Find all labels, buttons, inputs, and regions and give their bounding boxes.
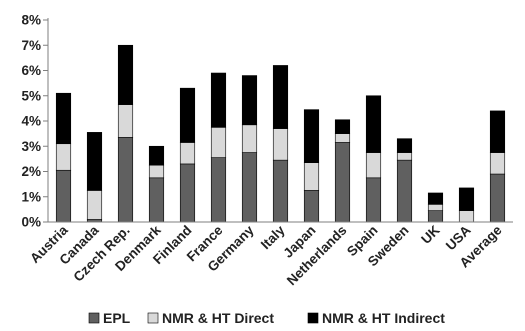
y-tick-label: 1% bbox=[21, 189, 41, 204]
y-tick-label: 7% bbox=[21, 38, 41, 53]
bar-nmr-ht-direct-netherlands bbox=[334, 133, 351, 143]
bar-epl-denmark bbox=[148, 177, 165, 223]
bar-stack-finland bbox=[179, 87, 196, 223]
bar-nmr-ht-indirect-spain bbox=[365, 95, 382, 153]
bar-nmr-ht-direct-austria bbox=[55, 143, 72, 171]
bar-nmr-ht-direct-japan bbox=[303, 162, 320, 191]
bar-stack-denmark bbox=[148, 145, 165, 223]
bar-epl-france bbox=[210, 157, 227, 223]
y-tick-label: 5% bbox=[21, 88, 41, 103]
bar-epl-austria bbox=[55, 169, 72, 223]
y-tick-label: 0% bbox=[21, 215, 41, 230]
legend-item-nmr-ht-indirect: NMR & HT Indirect bbox=[307, 310, 445, 326]
bar-nmr-ht-direct-canada bbox=[86, 190, 103, 220]
bar-nmr-ht-direct-usa bbox=[458, 210, 475, 223]
bars bbox=[55, 44, 506, 223]
bar-nmr-ht-direct-spain bbox=[365, 152, 382, 179]
bar-stack-uk bbox=[427, 192, 444, 223]
bar-nmr-ht-indirect-italy bbox=[272, 65, 289, 129]
bar-nmr-ht-direct-sweden bbox=[396, 152, 413, 161]
bar-stack-czech-rep bbox=[117, 44, 134, 223]
legend-label: NMR & HT Direct bbox=[162, 310, 274, 326]
legend-item-epl: EPL bbox=[88, 310, 131, 326]
bar-nmr-ht-indirect-czech-rep bbox=[117, 44, 134, 105]
bar-nmr-ht-indirect-france bbox=[210, 72, 227, 128]
bar-stack-netherlands bbox=[334, 119, 351, 223]
bar-nmr-ht-direct-uk bbox=[427, 204, 444, 211]
bar-stack-france bbox=[210, 72, 227, 223]
bar-nmr-ht-indirect-japan bbox=[303, 109, 320, 163]
y-tick-label: 4% bbox=[21, 114, 41, 129]
bar-epl-average bbox=[489, 173, 506, 223]
y-tick-label: 8% bbox=[21, 13, 41, 28]
bar-nmr-ht-indirect-finland bbox=[179, 87, 196, 143]
bar-nmr-ht-indirect-germany bbox=[241, 75, 258, 126]
legend-swatch bbox=[147, 312, 159, 324]
legend-label: NMR & HT Indirect bbox=[322, 310, 445, 326]
y-tick-label: 2% bbox=[21, 164, 41, 179]
bar-stack-germany bbox=[241, 75, 258, 223]
bar-stack-spain bbox=[365, 95, 382, 223]
bar-stack-usa bbox=[458, 187, 475, 223]
bar-epl-italy bbox=[272, 159, 289, 223]
bar-nmr-ht-direct-germany bbox=[241, 124, 258, 153]
legend-swatch bbox=[307, 312, 319, 324]
bar-nmr-ht-direct-finland bbox=[179, 142, 196, 165]
bar-epl-finland bbox=[179, 163, 196, 223]
bar-stack-italy bbox=[272, 65, 289, 223]
bar-nmr-ht-direct-average bbox=[489, 152, 506, 175]
bar-nmr-ht-indirect-denmark bbox=[148, 145, 165, 166]
bar-nmr-ht-indirect-sweden bbox=[396, 138, 413, 153]
bar-epl-germany bbox=[241, 152, 258, 223]
bar-nmr-ht-direct-france bbox=[210, 127, 227, 158]
bar-epl-sweden bbox=[396, 159, 413, 223]
y-tick-label: 6% bbox=[21, 63, 41, 78]
bar-stack-canada bbox=[86, 132, 103, 223]
bar-epl-czech-rep bbox=[117, 137, 134, 223]
bar-epl-netherlands bbox=[334, 142, 351, 223]
bar-stack-average bbox=[489, 110, 506, 223]
bar-stack-japan bbox=[303, 109, 320, 223]
bar-nmr-ht-indirect-average bbox=[489, 110, 506, 153]
bar-epl-japan bbox=[303, 190, 320, 223]
bar-nmr-ht-direct-czech-rep bbox=[117, 104, 134, 138]
bar-epl-spain bbox=[365, 177, 382, 223]
legend: EPL NMR & HT Direct NMR & HT Indirect bbox=[88, 310, 445, 326]
legend-swatch bbox=[88, 312, 100, 324]
legend-label: EPL bbox=[103, 310, 131, 326]
y-tick-label: 3% bbox=[21, 139, 41, 154]
legend-item-nmr-ht-direct: NMR & HT Direct bbox=[147, 310, 274, 326]
bar-nmr-ht-indirect-netherlands bbox=[334, 119, 351, 134]
bar-epl-uk bbox=[427, 210, 444, 223]
bar-stack-sweden bbox=[396, 138, 413, 223]
bar-nmr-ht-indirect-uk bbox=[427, 192, 444, 205]
bar-nmr-ht-indirect-austria bbox=[55, 92, 72, 145]
x-tick-label: UK bbox=[418, 222, 443, 247]
bar-nmr-ht-direct-denmark bbox=[148, 164, 165, 179]
bar-nmr-ht-direct-italy bbox=[272, 128, 289, 161]
bar-nmr-ht-indirect-usa bbox=[458, 187, 475, 211]
bar-nmr-ht-indirect-canada bbox=[86, 132, 103, 191]
y-axis: 0% 1% 2% 3% 4% 5% 6% 7% 8% bbox=[21, 13, 49, 230]
bar-stack-austria bbox=[55, 92, 72, 223]
